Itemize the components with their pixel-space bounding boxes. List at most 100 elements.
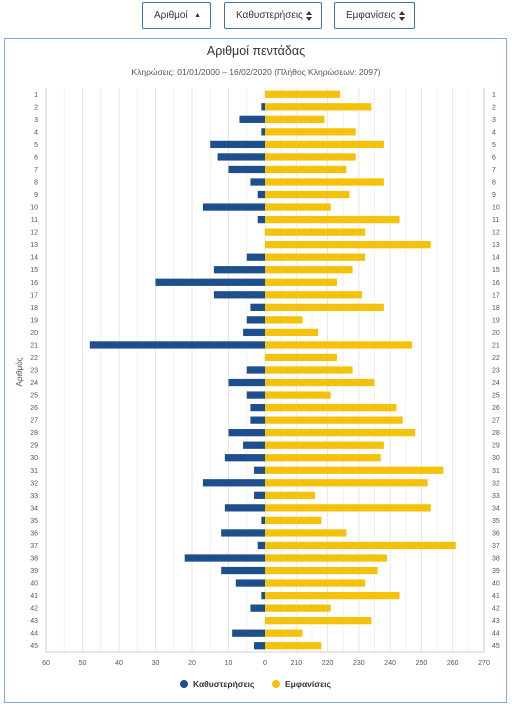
bar-appearances bbox=[265, 491, 316, 499]
y-tick-label-right: 13 bbox=[492, 242, 500, 249]
x-tick-label: 30 bbox=[152, 660, 160, 667]
legend-label-appearances: Εμφανίσεις bbox=[285, 679, 331, 689]
y-tick-label-right: 12 bbox=[492, 230, 500, 237]
bar-delays bbox=[250, 178, 265, 186]
bar-delays bbox=[254, 466, 265, 474]
y-tick-label-right: 22 bbox=[492, 355, 500, 362]
bar-delays bbox=[257, 190, 265, 199]
y-tick-label-right: 16 bbox=[492, 280, 500, 287]
y-tick-label-right: 14 bbox=[492, 255, 500, 262]
y-tick-label-left: 28 bbox=[30, 430, 38, 437]
y-tick-label-right: 29 bbox=[492, 443, 500, 450]
x-tick-label: 270 bbox=[478, 660, 490, 667]
y-tick-label-left: 19 bbox=[30, 317, 38, 324]
legend-item-appearances[interactable]: Εμφανίσεις bbox=[272, 679, 331, 689]
bar-delays bbox=[235, 579, 265, 587]
y-tick-label-right: 2 bbox=[492, 104, 496, 111]
bar-delays bbox=[224, 504, 265, 512]
y-tick-label-right: 31 bbox=[492, 468, 500, 475]
y-tick-label-right: 42 bbox=[492, 606, 500, 613]
bar-delays bbox=[254, 642, 265, 650]
y-tick-label-right: 37 bbox=[492, 543, 500, 550]
bar-delays bbox=[228, 165, 265, 174]
bar-delays bbox=[250, 303, 265, 311]
x-tick-label: 260 bbox=[447, 660, 459, 667]
y-tick-label-left: 7 bbox=[34, 167, 38, 174]
y-tick-label-left: 42 bbox=[30, 606, 38, 613]
y-tick-label-right: 5 bbox=[492, 142, 496, 149]
sort-icon bbox=[306, 11, 312, 21]
legend-item-delays[interactable]: Καθυστερήσεις bbox=[180, 679, 254, 689]
bar-delays bbox=[184, 554, 265, 562]
bar-delays bbox=[261, 516, 265, 525]
y-tick-label-left: 12 bbox=[30, 230, 38, 237]
bar-appearances bbox=[265, 441, 384, 449]
bar-delays bbox=[213, 266, 265, 274]
y-tick-label-right: 30 bbox=[492, 455, 500, 462]
bar-appearances bbox=[265, 579, 366, 587]
bar-appearances bbox=[265, 554, 388, 562]
y-tick-label-left: 18 bbox=[30, 305, 38, 312]
delays-dropdown[interactable]: Καθυστερήσεις bbox=[224, 2, 322, 29]
bar-appearances bbox=[265, 253, 366, 261]
y-tick-label-right: 21 bbox=[492, 342, 500, 349]
bar-delays bbox=[250, 604, 265, 612]
bar-appearances bbox=[265, 316, 303, 324]
bar-delays bbox=[232, 629, 265, 637]
y-tick-label-right: 26 bbox=[492, 405, 500, 412]
y-tick-label-left: 36 bbox=[30, 530, 38, 537]
y-tick-label-left: 15 bbox=[30, 267, 38, 274]
y-tick-label-left: 39 bbox=[30, 568, 38, 575]
sort-icon bbox=[399, 11, 405, 21]
y-tick-label-left: 32 bbox=[30, 480, 38, 487]
appearances-dropdown[interactable]: Εμφανίσεις bbox=[334, 2, 415, 29]
numbers-dropdown[interactable]: Αριθμοί ▲ bbox=[142, 2, 211, 29]
legend-dot-appearances bbox=[272, 680, 280, 688]
y-tick-label-left: 20 bbox=[30, 330, 38, 337]
y-tick-label-left: 27 bbox=[30, 418, 38, 425]
y-tick-label-left: 31 bbox=[30, 468, 38, 475]
y-tick-label-right: 7 bbox=[492, 167, 496, 174]
y-tick-label-left: 13 bbox=[30, 242, 38, 249]
y-tick-label-right: 8 bbox=[492, 180, 496, 187]
bar-appearances bbox=[265, 203, 331, 211]
bar-delays bbox=[217, 153, 265, 161]
y-tick-label-right: 43 bbox=[492, 618, 500, 625]
bar-appearances bbox=[265, 566, 378, 575]
bar-appearances bbox=[265, 303, 384, 311]
y-tick-label-left: 11 bbox=[31, 217, 38, 224]
y-tick-label-right: 20 bbox=[492, 330, 500, 337]
y-tick-label-right: 11 bbox=[492, 217, 499, 224]
y-tick-label-right: 9 bbox=[492, 192, 496, 199]
y-tick-label-right: 27 bbox=[492, 418, 500, 425]
bar-appearances bbox=[265, 403, 397, 412]
y-tick-label-left: 30 bbox=[30, 455, 38, 462]
y-tick-label-left: 2 bbox=[34, 104, 38, 111]
bar-delays bbox=[202, 479, 265, 487]
bar-delays bbox=[210, 140, 265, 149]
y-tick-label-right: 44 bbox=[492, 631, 500, 638]
y-tick-label-right: 39 bbox=[492, 568, 500, 575]
bar-delays bbox=[261, 103, 265, 111]
bar-delays bbox=[246, 391, 265, 399]
bar-delays bbox=[250, 403, 265, 412]
y-tick-label-right: 6 bbox=[492, 154, 496, 161]
y-tick-label-left: 10 bbox=[30, 205, 38, 212]
y-tick-label-left: 9 bbox=[34, 192, 38, 199]
y-tick-label-left: 43 bbox=[30, 618, 38, 625]
x-tick-label: 60 bbox=[42, 660, 50, 667]
y-tick-label-right: 35 bbox=[492, 518, 500, 525]
x-tick-label: 40 bbox=[115, 660, 123, 667]
bar-appearances bbox=[265, 266, 353, 274]
bar-delays bbox=[213, 291, 265, 299]
bar-delays bbox=[224, 454, 265, 462]
bar-appearances bbox=[265, 466, 444, 474]
bar-delays bbox=[243, 441, 265, 449]
x-tick-label: 0 bbox=[263, 660, 267, 667]
bar-appearances bbox=[265, 353, 337, 362]
y-tick-label-right: 28 bbox=[492, 430, 500, 437]
bar-appearances bbox=[265, 429, 416, 437]
bar-appearances bbox=[265, 504, 431, 512]
bar-appearances bbox=[265, 215, 400, 224]
